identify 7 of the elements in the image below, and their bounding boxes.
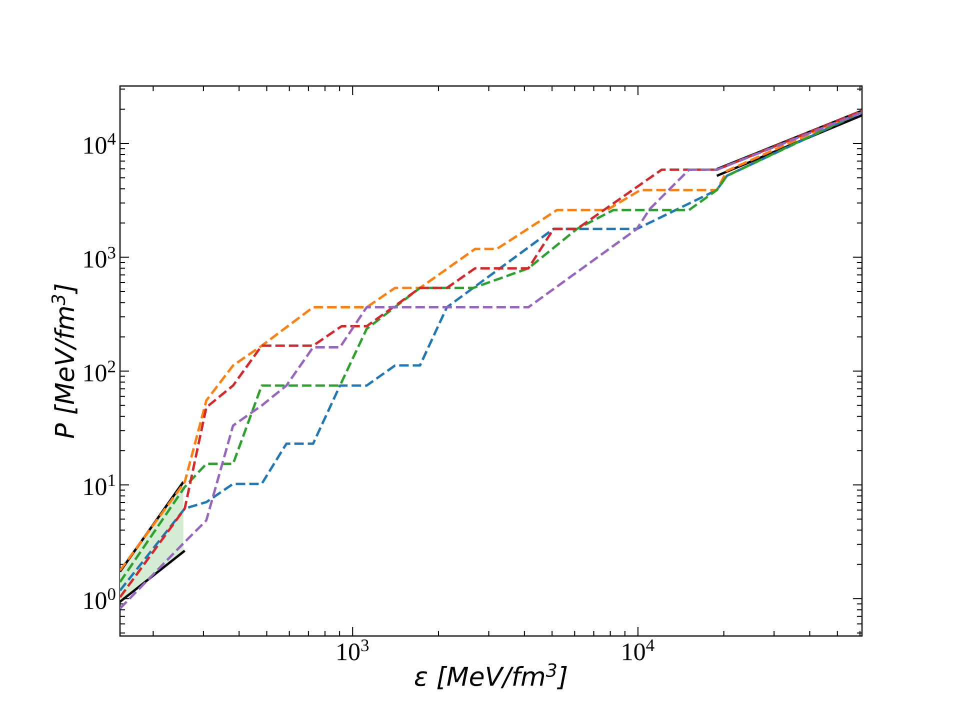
y-tick-label: 10$^{4}$ <box>84 133 116 154</box>
x-axis-title: ε [MeV/fm$^{3}$] <box>414 663 567 690</box>
y-tick-label: 10$^{1}$ <box>84 474 115 496</box>
y-tick-label: 10$^{0}$ <box>84 588 116 610</box>
y-tick-label: 10$^{3}$ <box>84 246 116 268</box>
y-axis-title: P [MeV/fm$^{3}$] <box>51 284 78 438</box>
y-tick-label: 10$^{2}$ <box>84 360 116 382</box>
